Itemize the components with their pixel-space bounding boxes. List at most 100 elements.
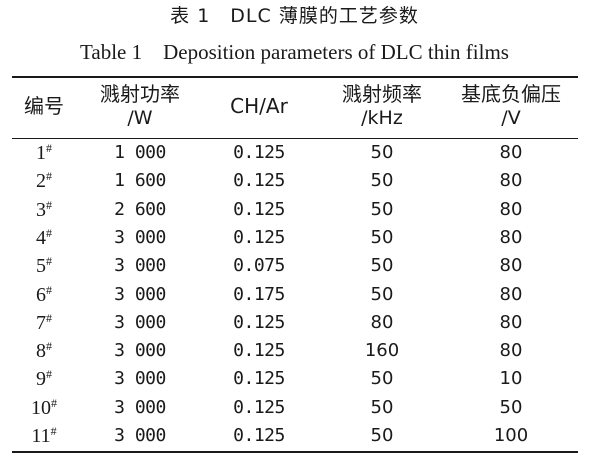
sample-number-value: 9 — [36, 368, 46, 391]
cell-substrate-bias: 100 — [493, 425, 529, 446]
sample-number-value: 7 — [36, 311, 46, 334]
cell-ch-ar-ratio: 0.125 — [233, 340, 285, 362]
cell-substrate-bias: 80 — [499, 226, 523, 248]
cell-sputter-frequency: 50 — [370, 226, 394, 248]
sample-number-value: 4 — [36, 226, 46, 249]
cell-sample-number: 11# — [12, 422, 76, 450]
sample-mark: # — [46, 339, 52, 354]
sample-mark: # — [51, 395, 57, 410]
table-row: 4# 3 000 0.125 50 80 — [0, 224, 589, 252]
table-row: 5# 3 000 0.075 50 80 — [0, 252, 589, 280]
cell-ch-ar-ratio: 0.175 — [233, 283, 285, 305]
sample-mark: # — [46, 169, 52, 184]
table-row: 6# 3 000 0.175 50 80 — [0, 281, 589, 309]
cell-sputter-frequency: 50 — [370, 170, 394, 192]
cell-sample-number: 7# — [12, 309, 76, 337]
sample-number-value: 3 — [36, 198, 46, 221]
cell-sputter-power: 3 000 — [114, 396, 166, 418]
cell-ch-ar-ratio: 0.125 — [233, 368, 285, 390]
sample-mark: # — [50, 424, 57, 438]
cell-sample-number: 9# — [12, 365, 76, 393]
cell-sample-number: 6# — [12, 281, 76, 309]
table-bottom-rule — [12, 451, 578, 453]
table-row: 7# 3 000 0.125 80 80 — [0, 309, 589, 337]
cell-ch-ar-ratio: 0.125 — [233, 311, 285, 333]
sample-number-value: 10 — [31, 396, 51, 419]
cell-sputter-power: 3 000 — [114, 425, 166, 446]
header-sputter-frequency-label: 溅射频率 — [342, 82, 422, 106]
table-row: 11# 3 000 0.125 50 100 — [0, 422, 589, 450]
cell-sputter-power: 1 600 — [114, 170, 166, 192]
sample-number-value: 1 — [36, 142, 46, 164]
cell-sputter-power: 1 000 — [114, 142, 166, 163]
cell-substrate-bias: 80 — [499, 198, 523, 220]
cell-sputter-frequency: 80 — [370, 311, 394, 333]
table-caption-chinese: 表 1 DLC 薄膜的工艺参数 — [170, 5, 419, 27]
sample-number-value: 11 — [31, 425, 51, 447]
sample-mark: # — [46, 282, 52, 297]
sample-number-value: 8 — [36, 340, 46, 363]
cell-sample-number: 8# — [12, 337, 76, 365]
header-substrate-bias-unit: /V — [501, 107, 521, 129]
cell-sample-number: 4# — [12, 224, 76, 252]
sample-mark: # — [46, 197, 52, 212]
table-row: 1# 1 000 0.125 50 80 — [0, 139, 589, 167]
cell-ch-ar-ratio: 0.125 — [233, 142, 285, 163]
cell-sputter-power: 3 000 — [114, 311, 166, 333]
cell-ch-ar-ratio: 0.125 — [233, 425, 285, 446]
cell-ch-ar-ratio: 0.125 — [233, 198, 285, 220]
header-sputter-frequency: 溅射频率 /kHz — [320, 82, 444, 130]
cell-substrate-bias: 80 — [499, 255, 523, 277]
sample-mark: # — [46, 141, 52, 155]
header-sputter-power: 溅射功率 /W — [86, 82, 194, 130]
cell-ch-ar-ratio: 0.125 — [233, 170, 285, 192]
table-header-rule — [12, 138, 578, 139]
cell-ch-ar-ratio: 0.075 — [233, 255, 285, 277]
table-row: 9# 3 000 0.125 50 10 — [0, 365, 589, 393]
cell-sputter-frequency: 50 — [370, 142, 394, 163]
header-sputter-power-label: 溅射功率 — [100, 82, 180, 106]
cell-substrate-bias: 80 — [499, 283, 523, 305]
cell-substrate-bias: 50 — [499, 396, 523, 418]
cell-sputter-power: 3 000 — [114, 283, 166, 305]
header-number: 编号 — [24, 94, 64, 118]
cell-sputter-power: 3 000 — [114, 368, 166, 390]
table-top-rule — [12, 76, 578, 78]
sample-mark: # — [46, 254, 52, 269]
table-row: 2# 1 600 0.125 50 80 — [0, 167, 589, 195]
sample-number-value: 2 — [36, 170, 46, 193]
cell-sputter-power: 2 600 — [114, 198, 166, 220]
sample-mark: # — [46, 225, 52, 240]
header-substrate-bias-label: 基底负偏压 — [461, 82, 561, 106]
cell-sputter-frequency: 160 — [364, 340, 400, 362]
header-substrate-bias: 基底负偏压 /V — [448, 82, 574, 130]
cell-sample-number: 10# — [12, 394, 76, 422]
table-row: 3# 2 600 0.125 50 80 — [0, 196, 589, 224]
cell-sample-number: 3# — [12, 196, 76, 224]
cell-ch-ar-ratio: 0.125 — [233, 396, 285, 418]
header-ch-ar-ratio: CH/Ar — [230, 94, 288, 118]
cell-sputter-frequency: 50 — [370, 255, 394, 277]
cell-sample-number: 1# — [12, 139, 76, 167]
cell-sample-number: 5# — [12, 252, 76, 280]
cell-sputter-frequency: 50 — [370, 283, 394, 305]
header-sputter-frequency-unit: /kHz — [361, 107, 403, 129]
table-row: 10# 3 000 0.125 50 50 — [0, 394, 589, 422]
sample-number-value: 5 — [36, 255, 46, 278]
cell-substrate-bias: 10 — [499, 368, 523, 390]
cell-ch-ar-ratio: 0.125 — [233, 226, 285, 248]
table-caption-english: Table 1 Deposition parameters of DLC thi… — [80, 40, 509, 64]
cell-substrate-bias: 80 — [499, 170, 523, 192]
table-row: 8# 3 000 0.125 160 80 — [0, 337, 589, 365]
cell-sputter-frequency: 50 — [370, 368, 394, 390]
cell-sputter-frequency: 50 — [370, 198, 394, 220]
cell-substrate-bias: 80 — [499, 142, 523, 163]
sample-mark: # — [46, 367, 52, 382]
cell-substrate-bias: 80 — [499, 340, 523, 362]
cell-sputter-power: 3 000 — [114, 340, 166, 362]
cell-sputter-frequency: 50 — [370, 425, 394, 446]
cell-sample-number: 2# — [12, 167, 76, 195]
cell-substrate-bias: 80 — [499, 311, 523, 333]
cell-sputter-frequency: 50 — [370, 396, 394, 418]
cell-sputter-power: 3 000 — [114, 226, 166, 248]
